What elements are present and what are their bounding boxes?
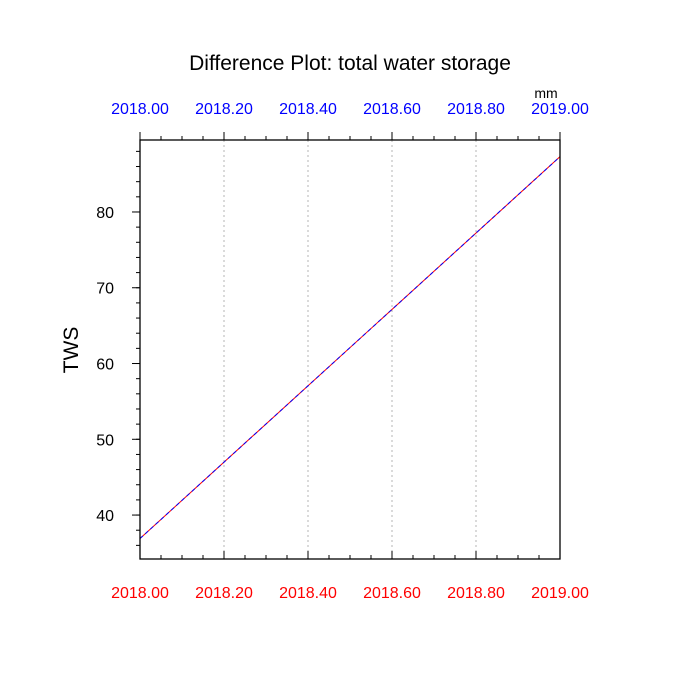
x-tick-label-bottom: 2018.00 <box>111 585 169 602</box>
tick-marks <box>132 132 561 559</box>
x-tick-label-bottom: 2018.60 <box>363 585 421 602</box>
tick-labels: 2018.00 2018.00 2018.20 2018.20 2018.40 2018.… <box>96 101 589 602</box>
x-tick-label-top: 2018.00 <box>111 101 169 118</box>
x-grid <box>223 140 477 559</box>
y-tick-label: 80 <box>96 205 114 222</box>
x-tick-label-top: 2018.20 <box>195 101 253 118</box>
series-line-2 <box>139 156 561 539</box>
series-group <box>139 156 561 539</box>
chart-title: Difference Plot: total water storage <box>189 52 511 75</box>
y-axis-label: TWS <box>60 327 83 374</box>
y-tick-label: 70 <box>96 281 114 298</box>
x-tick-label-bottom: 2018.40 <box>279 585 337 602</box>
x-tick-label-top: 2018.80 <box>447 101 505 118</box>
x-tick-label-bottom: 2018.80 <box>447 585 505 602</box>
y-tick-label: 40 <box>96 508 114 525</box>
x-tick-label-top: 2019.00 <box>531 101 589 118</box>
y-tick-label: 60 <box>96 357 114 374</box>
units-label: mm <box>534 85 557 101</box>
x-tick-label-bottom: 2019.00 <box>531 585 589 602</box>
x-tick-label-bottom: 2018.20 <box>195 585 253 602</box>
x-tick-label-top: 2018.60 <box>363 101 421 118</box>
x-tick-label-top: 2018.40 <box>279 101 337 118</box>
plot-frame <box>139 139 561 560</box>
y-tick-label: 50 <box>96 432 114 449</box>
